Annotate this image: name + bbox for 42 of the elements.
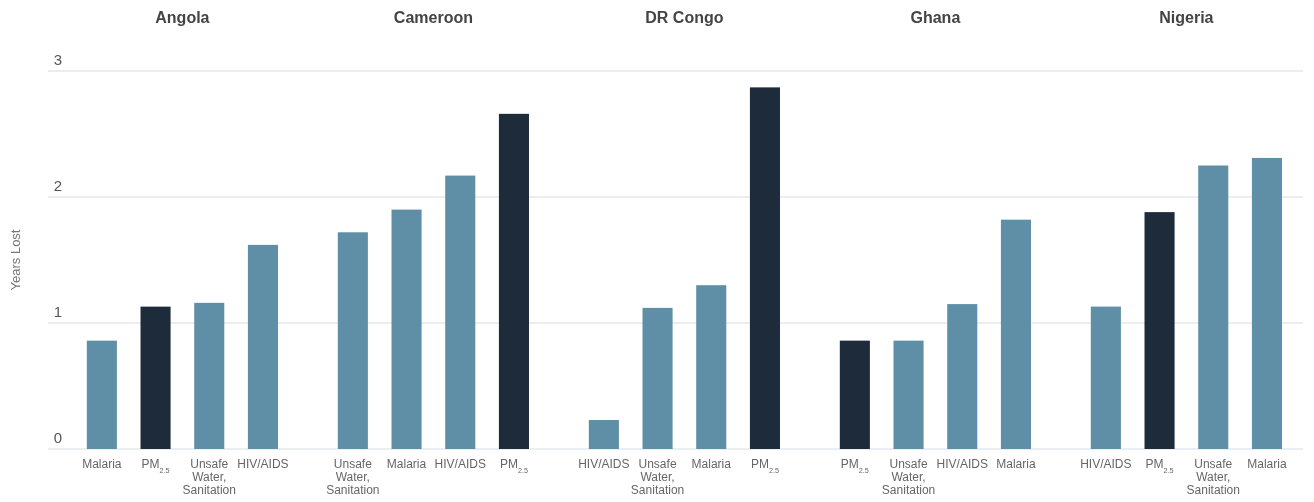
bar — [1198, 165, 1229, 449]
x-tick-label: HIV/AIDS — [1080, 457, 1132, 471]
bar — [696, 285, 727, 449]
x-tick-label: Malaria — [996, 457, 1036, 471]
x-tick-label: PM$_{2.5}$ — [499, 457, 528, 475]
bar — [391, 209, 422, 449]
x-tick-label: HIV/AIDS — [578, 457, 630, 471]
chart-title: Cameroon — [393, 9, 473, 26]
x-tick-label: PM$_{2.5}$ — [1145, 457, 1174, 475]
chart-title: DR Congo — [645, 9, 724, 26]
x-tick-label: Malaria — [691, 457, 732, 471]
bar — [445, 175, 476, 449]
x-tick-label: Malaria — [82, 457, 122, 471]
bar — [498, 113, 529, 449]
chart-title: Ghana — [910, 9, 961, 26]
bar — [337, 232, 368, 449]
y-tick-label: 0 — [53, 429, 63, 446]
x-tick-label: Unsafe Water, Sanitation — [182, 457, 236, 497]
bar — [749, 87, 780, 449]
x-tick-label: PM$_{2.5}$ — [750, 457, 779, 475]
chart-title: Angola — [155, 9, 210, 26]
x-tick-label: Malaria — [1247, 457, 1287, 471]
x-tick-label: Unsafe Water, Sanitation — [881, 457, 936, 497]
x-tick-label: HIV/AIDS — [936, 457, 988, 471]
bar — [1090, 306, 1121, 449]
bar — [588, 420, 619, 449]
x-tick-label: PM$_{2.5}$ — [141, 457, 170, 475]
y-tick-label: 3 — [53, 51, 63, 68]
x-tick-label: PM$_{2.5}$ — [840, 457, 869, 475]
chart-title: Nigeria — [1159, 9, 1214, 26]
x-tick-label: Unsafe Water, Sanitation — [1186, 457, 1240, 497]
bar — [1251, 157, 1282, 449]
y-tick-label: 1 — [53, 303, 63, 320]
x-tick-label: HIV/AIDS — [434, 457, 486, 471]
x-tick-label: Malaria — [386, 457, 427, 471]
bar — [1144, 212, 1175, 449]
x-tick-label: Unsafe Water, Sanitation — [630, 457, 685, 497]
y-tick-label: 2 — [53, 177, 63, 194]
x-tick-label: HIV/AIDS — [237, 457, 289, 471]
bar — [642, 307, 673, 449]
y-axis-title: Years Lost — [8, 229, 23, 291]
x-tick-label: Unsafe Water, Sanitation — [326, 457, 380, 497]
